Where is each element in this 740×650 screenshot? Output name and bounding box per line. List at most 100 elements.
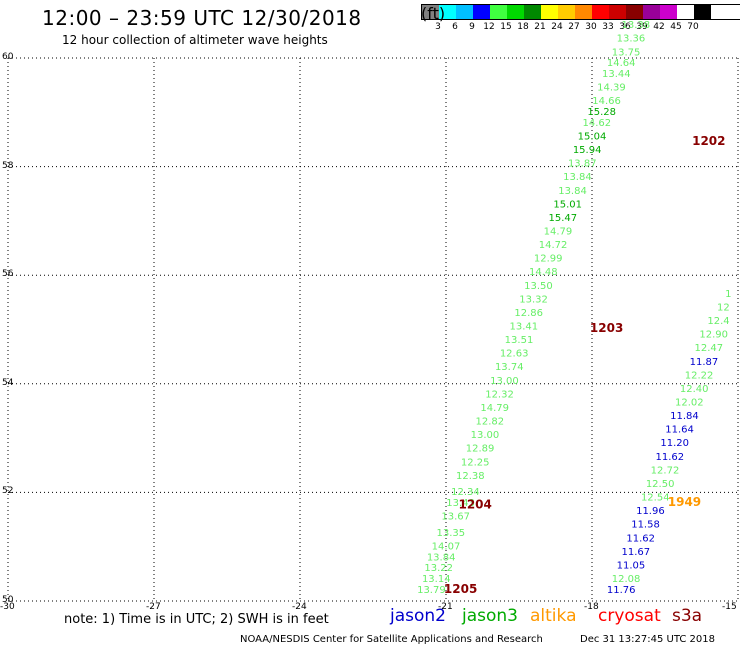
swh-obs-jason3: 13.41 [510, 322, 539, 333]
swh-obs-east-track: 11.05 [617, 560, 646, 571]
swh-obs-jason3: 12.86 [514, 308, 543, 319]
swh-obs-jason3: 13.75 [612, 47, 641, 58]
footer-credit: NOAA/NESDIS Center for Satellite Applica… [240, 634, 543, 645]
swh-obs-jason3: 12.99 [534, 254, 563, 265]
footer-note: note: 1) Time is in UTC; 2) SWH is in fe… [64, 612, 329, 627]
swh-obs-jason3: 12.63 [500, 349, 529, 360]
sat-jason2[interactable]: jason2 [390, 606, 446, 626]
legend-label: 30 [585, 22, 597, 32]
lat-tick-label: 60 [2, 52, 14, 62]
sat-jason3[interactable]: jason3 [462, 606, 518, 626]
orbit-track-label: 1205 [444, 582, 477, 596]
lon-tick-label: -18 [584, 602, 599, 612]
swh-obs-east-track: 11.20 [660, 438, 689, 449]
swh-obs-jason3: 12.34 [451, 487, 480, 498]
swh-obs-jason3: 13.00 [490, 376, 519, 387]
page-subtitle: 12 hour collection of altimeter wave hei… [62, 33, 328, 47]
swh-obs-east-track: 12.54 [641, 493, 670, 504]
swh-obs-jason3: 14.62 [583, 118, 612, 129]
swh-obs-jason3: 12.32 [485, 389, 514, 400]
legend-swatch [677, 5, 694, 19]
swh-obs-jason3: 13.22 [424, 563, 453, 574]
legend-label: 70 [687, 22, 699, 32]
legend-label: 39 [636, 22, 648, 32]
lon-tick-label: -21 [438, 602, 453, 612]
swh-obs-east-track: 12.40 [680, 384, 709, 395]
swh-obs-jason3: 14.64 [607, 58, 636, 69]
swh-obs-jason3: 12.89 [466, 444, 495, 455]
legend-label: 15 [500, 22, 512, 32]
legend-swatch [575, 5, 592, 19]
lon-tick-label: -27 [146, 602, 161, 612]
swh-obs-east-track: 11.58 [631, 520, 660, 531]
legend-swatch [456, 5, 473, 19]
legend-swatch [507, 5, 524, 19]
altika-track-label: 1949 [668, 495, 701, 509]
swh-obs-jason3: 13.74 [495, 362, 524, 373]
legend-swatch [490, 5, 507, 19]
lat-tick-label: 56 [2, 269, 14, 280]
sat-altika[interactable]: altika [530, 606, 577, 626]
swh-obs-jason3: 15.47 [548, 213, 577, 224]
legend-swatch [694, 5, 711, 19]
legend-swatch [643, 5, 660, 19]
swh-obs-jason3: 14.72 [539, 240, 568, 251]
legend-label: 21 [534, 22, 546, 32]
swh-obs-jason3: 13.84 [558, 186, 587, 197]
swh-obs-east-track: 11.76 [607, 585, 636, 596]
swh-obs-jason3: 13.43 [446, 498, 475, 509]
swh-obs-jason3: 12.25 [461, 457, 490, 468]
legend-label: 42 [653, 22, 665, 32]
swh-obs-jason3: 14.66 [592, 96, 621, 107]
legend-swatch [422, 5, 439, 19]
swh-obs-jason3: 14.79 [544, 226, 573, 237]
swh-obs-east-track: 11.96 [636, 506, 665, 517]
swh-obs-east-track: 12.4 [707, 316, 729, 327]
swh-obs-east-track: 12.02 [675, 398, 704, 409]
swh-obs-jason3: 13.84 [563, 172, 592, 183]
lon-tick-label: -15 [722, 602, 737, 612]
legend-label: 12 [483, 22, 495, 32]
legend-label: 36 [619, 22, 631, 32]
swh-obs-jason3: 14.07 [432, 541, 461, 552]
legend-labels: 3 6 9 12 15 18 21 24 27 30 33 36 39 42 45 70 [421, 22, 740, 34]
swh-obs-east-track: 11.84 [670, 411, 699, 422]
swh-obs-jason3: 13.00 [471, 430, 500, 441]
swh-obs-jason3: 13.36 [617, 34, 646, 45]
swh-obs-jason3: 13.14 [422, 574, 451, 585]
swh-obs-jason3: 13.35 [437, 528, 466, 539]
legend-swatch [660, 5, 677, 19]
legend-label: 18 [517, 22, 529, 32]
legend-label: 3 [435, 22, 441, 32]
sat-s3a[interactable]: s3a [672, 606, 703, 626]
page-title: 12:00 – 23:59 UTC 12/30/2018 [42, 6, 362, 30]
legend-label: 27 [568, 22, 580, 32]
swh-obs-east-track: 11.67 [621, 547, 650, 558]
legend-swatch [626, 5, 643, 19]
lat-tick-label: 50 [2, 595, 14, 605]
swh-obs-east-track: 12.90 [699, 330, 728, 341]
legend-label: 9 [469, 22, 475, 32]
swh-obs-jason3: 15.94 [573, 145, 602, 156]
legend-swatch [439, 5, 456, 19]
lon-tick-label: -30 [0, 602, 15, 612]
swh-obs-east-track: 12 [717, 302, 730, 313]
swh-obs-jason3: 13.79 [417, 585, 446, 596]
footer-timestamp: Dec 31 13:27:45 UTC 2018 [580, 634, 715, 645]
swh-obs-jason3: 15.01 [553, 199, 582, 210]
sat-cryosat[interactable]: cryosat [598, 606, 661, 626]
legend-label: 33 [602, 22, 614, 32]
swh-obs-jason3: 13.32 [519, 294, 548, 305]
swh-obs-jason3: 14.79 [480, 403, 509, 414]
legend-swatch [558, 5, 575, 19]
legend-swatch [592, 5, 609, 19]
legend-swatch [609, 5, 626, 19]
lat-tick-label: 54 [2, 377, 14, 388]
swh-obs-east-track: 11.64 [665, 425, 694, 436]
legend-label: 45 [670, 22, 682, 32]
swh-obs-jason3: 14.48 [529, 267, 558, 278]
swh-obs-jason3: 13.84 [427, 552, 456, 563]
legend-label: 6 [452, 22, 458, 32]
swh-obs-east-track: 1 [725, 289, 731, 300]
